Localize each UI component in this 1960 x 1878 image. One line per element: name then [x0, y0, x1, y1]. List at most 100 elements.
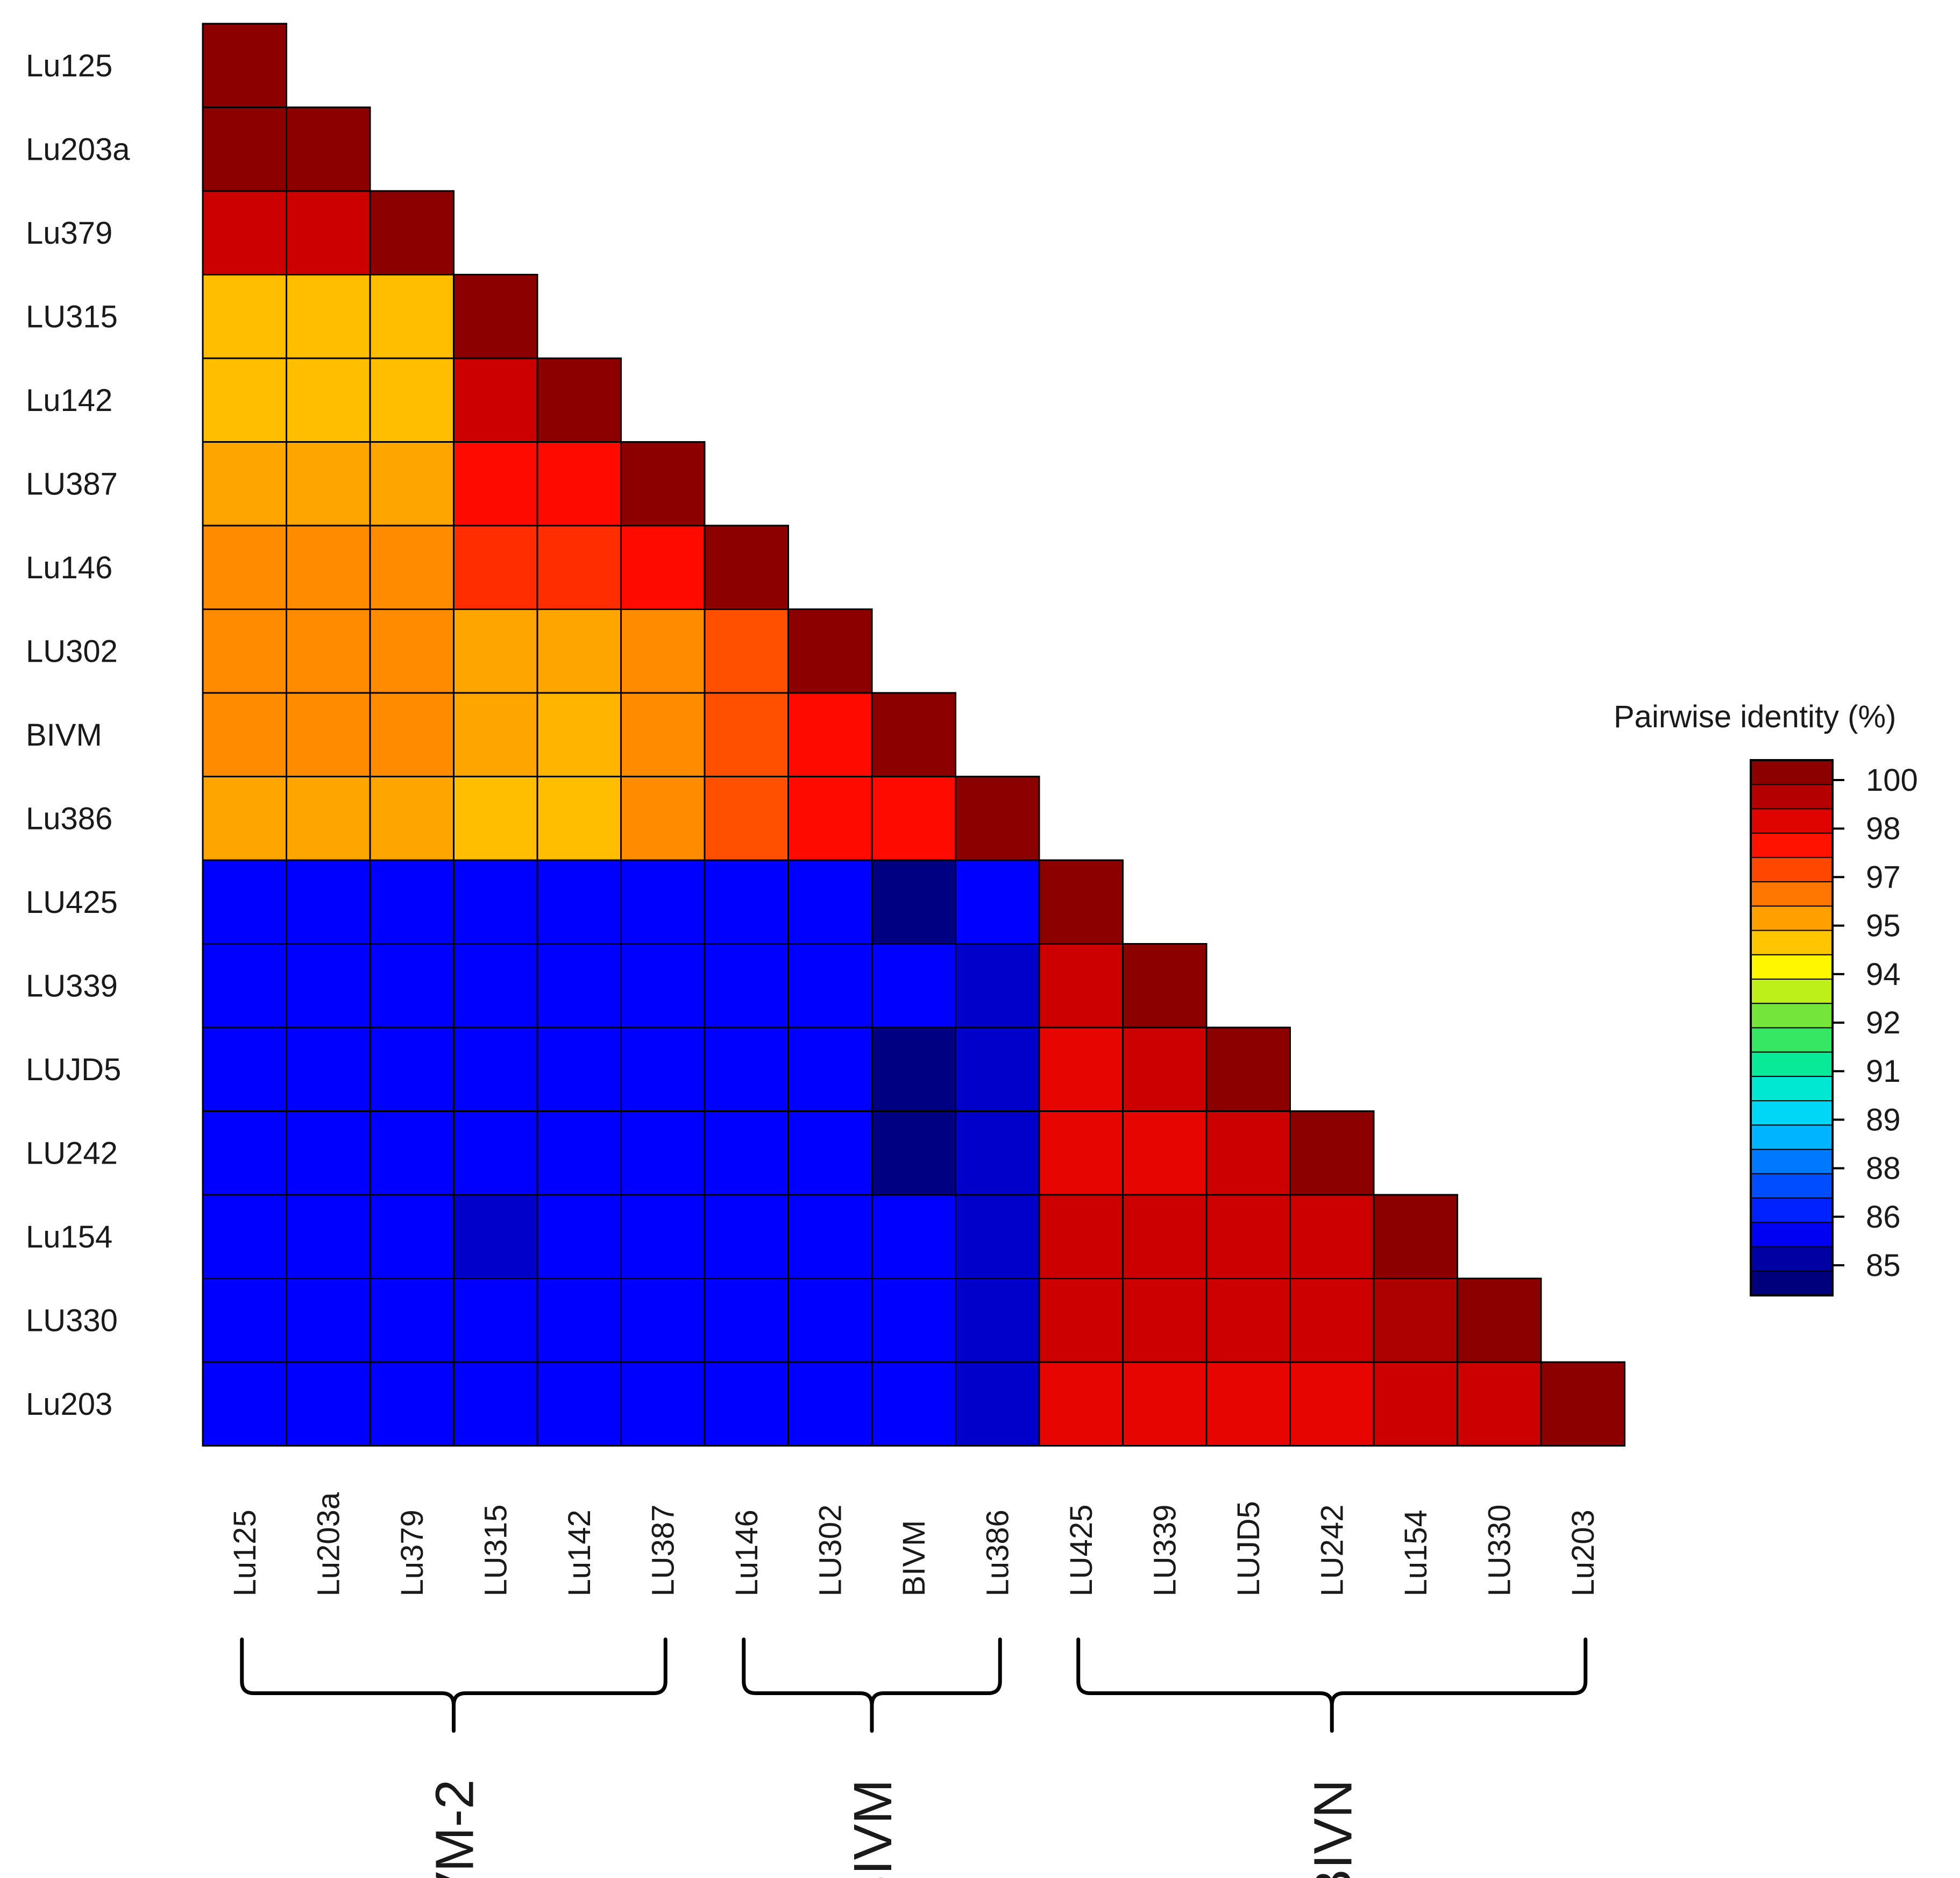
heatmap-cells: [202, 23, 1625, 1447]
heatmap-cell: [787, 1026, 873, 1112]
heatmap-cell: [620, 1278, 706, 1363]
heatmap-cell: [787, 1361, 873, 1447]
heatmap-cell: [202, 441, 287, 527]
heatmap-cell: [369, 692, 455, 777]
legend-tick-label: 91: [1866, 1054, 1901, 1089]
heatmap-cell: [704, 1026, 789, 1112]
heatmap-cell: [871, 1110, 956, 1196]
column-label: Lu146: [729, 1510, 764, 1596]
row-label: LU339: [26, 968, 118, 1003]
heatmap-cell: [202, 357, 287, 443]
heatmap-cell: [453, 1194, 538, 1279]
heatmap-cell: [202, 23, 287, 108]
legend-tick-label: 89: [1866, 1102, 1901, 1137]
heatmap-cell: [202, 943, 287, 1029]
heatmap-cell: [1122, 943, 1208, 1029]
heatmap-cell: [787, 776, 873, 861]
legend-swatch: [1750, 832, 1833, 858]
heatmap-cell: [1457, 1361, 1542, 1447]
heatmap-cell: [536, 441, 622, 527]
legend-swatch: [1750, 1197, 1833, 1223]
row-label: Lu203a: [26, 132, 130, 167]
heatmap-cell: [536, 608, 622, 694]
heatmap-cell: [787, 859, 873, 945]
heatmap-cell: [453, 1361, 538, 1447]
row-label: LU425: [26, 885, 118, 920]
heatmap-cell: [286, 1026, 371, 1112]
heatmap-cell: [1205, 1361, 1291, 1447]
heatmap-cell: [787, 1194, 873, 1279]
heatmap-cell: [1122, 1026, 1208, 1112]
group-bracket: [742, 1638, 1002, 1733]
heatmap-cell: [536, 776, 622, 861]
heatmap-cell: [1122, 1361, 1208, 1447]
legend-swatch: [1750, 979, 1833, 1004]
legend-swatch: [1750, 1075, 1833, 1102]
heatmap-cell: [620, 525, 706, 610]
heatmap-cell: [704, 1110, 789, 1196]
heatmap-cell: [369, 859, 455, 945]
legend-swatch: [1750, 881, 1833, 907]
row-label: LUJD5: [26, 1052, 121, 1087]
heatmap-cell: [369, 1361, 455, 1447]
legend-swatch: [1750, 760, 1833, 785]
heatmap-cell: [1289, 1278, 1375, 1363]
heatmap-cell: [453, 692, 538, 777]
heatmap-cell: [871, 1361, 956, 1447]
heatmap-cell: [871, 1194, 956, 1279]
row-label: Lu125: [26, 48, 112, 83]
heatmap-cell: [620, 1194, 706, 1279]
heatmap-cell: [536, 357, 622, 443]
heatmap-cell: [1038, 1110, 1124, 1196]
heatmap-cell: [286, 692, 371, 777]
heatmap-cell: [955, 1026, 1040, 1112]
legend-swatch: [1750, 905, 1833, 931]
legend-swatch: [1750, 1027, 1833, 1053]
heatmap-cell: [453, 441, 538, 527]
heatmap-cell: [536, 1110, 622, 1196]
row-label: BIVM: [26, 718, 102, 753]
heatmap-cell: [871, 692, 956, 777]
heatmap-cell: [202, 190, 287, 275]
legend-swatch: [1750, 954, 1833, 980]
color-legend: Pairwise identity (%) 100 98 97 95 94 92 91 89 8…: [1614, 699, 1918, 1296]
heatmap-cell: [1289, 1110, 1375, 1196]
heatmap-cell: [1122, 1110, 1208, 1196]
heatmap-cell: [369, 1278, 455, 1363]
heatmap-cell: [202, 1026, 287, 1112]
heatmap-cell: [286, 190, 371, 275]
legend-tick-label: 86: [1866, 1200, 1901, 1235]
heatmap-cell: [955, 1194, 1040, 1279]
heatmap-cell: [787, 943, 873, 1029]
heatmap-cell: [620, 1361, 706, 1447]
column-label: Lu203: [1566, 1510, 1601, 1596]
heatmap-cell: [369, 1110, 455, 1196]
heatmap-cell: [787, 692, 873, 777]
heatmap-cell: [955, 859, 1040, 945]
heatmap-cell: [369, 943, 455, 1029]
heatmap-cell: [955, 943, 1040, 1029]
heatmap-cell: [369, 776, 455, 861]
heatmap-cell: [286, 1194, 371, 1279]
heatmap-cell: [536, 859, 622, 945]
heatmap-cell: [1038, 1361, 1124, 1447]
heatmap-cell: [1038, 1278, 1124, 1363]
heatmap-cell: [202, 1361, 287, 1447]
legend-tick-label: 100: [1866, 763, 1918, 798]
row-label: Lu142: [26, 383, 112, 418]
heatmap-cell: [286, 943, 371, 1029]
row-label: Lu154: [26, 1220, 112, 1255]
heatmap-cell: [871, 1026, 956, 1112]
row-labels: Lu125 Lu203a Lu379 LU315 Lu142 LU387 Lu146 LU30…: [26, 48, 130, 1422]
row-label: Lu379: [26, 216, 112, 251]
legend-swatch: [1750, 1246, 1833, 1272]
column-label: LU330: [1482, 1505, 1517, 1597]
heatmap-cell: [202, 692, 287, 777]
legend-tick-label: 95: [1866, 909, 1901, 944]
heatmap-cell: [453, 1278, 538, 1363]
legend-tick-label: 88: [1866, 1151, 1901, 1186]
column-label: LU387: [645, 1505, 680, 1597]
legend-swatch: [1750, 808, 1833, 834]
legend-swatch: [1750, 1173, 1833, 1199]
